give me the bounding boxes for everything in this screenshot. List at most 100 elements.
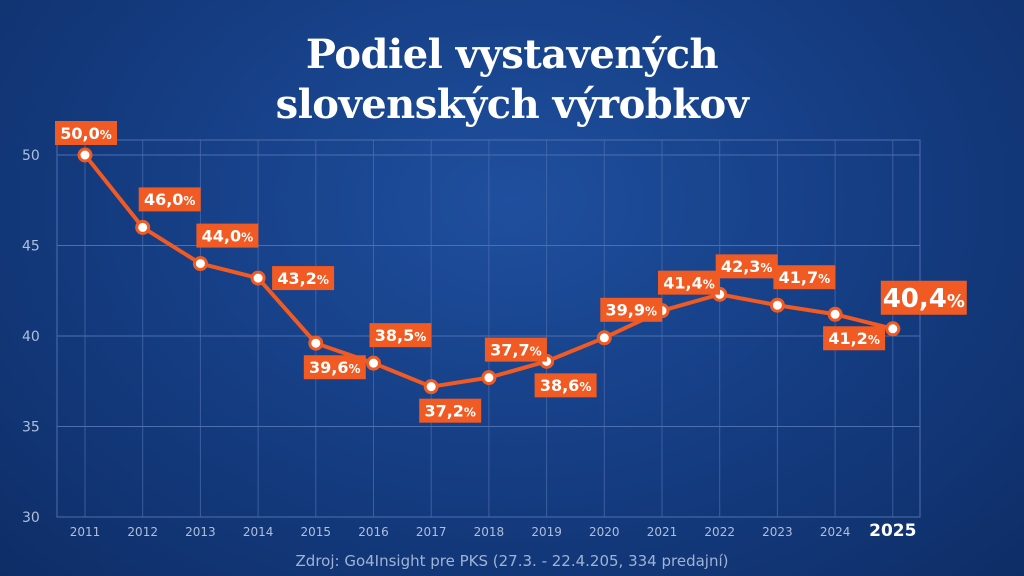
- data-label-text: 40,4%: [883, 284, 965, 314]
- data-label-bg: [534, 373, 597, 398]
- data-point: [135, 219, 151, 235]
- source-note: Zdroj: Go4Insight pre PKS (27.3. - 22.4.…: [295, 552, 729, 570]
- x-tick-label: 2021: [647, 525, 678, 539]
- data-label-unit: %: [183, 194, 195, 208]
- data-label-text: 42,3%: [721, 257, 773, 276]
- data-label: 44,0%: [196, 223, 259, 248]
- data-label-text: 43,2%: [277, 269, 329, 288]
- data-point: [423, 379, 439, 395]
- x-tick-label: 2022: [704, 525, 735, 539]
- data-label-unit: %: [760, 261, 772, 275]
- data-label: 41,2%: [823, 326, 886, 351]
- data-label-value: 46,0: [144, 190, 183, 209]
- data-label-unit: %: [414, 330, 426, 344]
- data-label: 37,2%: [419, 398, 482, 423]
- data-point: [250, 270, 266, 286]
- x-tick-label: 2019: [531, 525, 562, 539]
- label-layer: 50,0%46,0%44,0%43,2%39,6%38,5%37,2%37,7%…: [55, 121, 967, 423]
- data-label-value: 40,4: [883, 284, 947, 314]
- data-point: [192, 256, 208, 272]
- x-tick-label: 2016: [358, 525, 389, 539]
- y-tick-label: 30: [22, 510, 40, 526]
- data-label: 42,3%: [715, 254, 778, 279]
- x-tick-label: 2011: [70, 525, 101, 539]
- chart-title: Podiel vystavených slovenských výrobkov: [0, 30, 1024, 130]
- data-label-bg: [419, 398, 482, 423]
- data-label-unit: %: [947, 291, 965, 312]
- data-label-value: 39,9: [606, 301, 645, 320]
- data-label-bg: [880, 280, 967, 315]
- data-label-value: 44,0: [202, 226, 241, 245]
- data-label-value: 38,6: [540, 376, 579, 395]
- y-tick-label: 35: [22, 420, 40, 436]
- x-tick-label: 2014: [243, 525, 274, 539]
- data-label-text: 50,0%: [60, 124, 112, 143]
- x-tick-label: 2013: [185, 525, 216, 539]
- data-label-value: 43,2: [277, 269, 316, 288]
- data-label-text: 41,4%: [663, 273, 715, 292]
- data-point: [366, 355, 381, 371]
- data-point: [885, 321, 901, 337]
- data-point: [596, 330, 612, 346]
- x-tick-label: 2017: [416, 525, 447, 539]
- chart-title-line-2: slovenských výrobkov: [275, 81, 749, 128]
- data-label-value: 38,5: [375, 326, 414, 345]
- data-label-unit: %: [100, 128, 112, 142]
- data-label-unit: %: [703, 277, 715, 291]
- data-label-unit: %: [317, 273, 329, 287]
- x-tick-label: 2015: [301, 525, 332, 539]
- data-label-text: 39,6%: [309, 358, 361, 377]
- data-label-value: 50,0: [60, 124, 99, 143]
- data-label-value: 37,7: [490, 340, 529, 359]
- data-label-unit: %: [349, 362, 361, 376]
- chart-title-line-1: Podiel vystavených: [305, 31, 719, 78]
- data-label: 38,5%: [369, 323, 432, 348]
- y-tick-label: 40: [22, 329, 40, 345]
- data-label-bg: [773, 265, 836, 290]
- data-label-bg: [196, 223, 259, 248]
- data-label-bg: [715, 254, 778, 279]
- data-label-text: 39,9%: [606, 301, 658, 320]
- data-label-value: 41,2: [828, 329, 867, 348]
- data-point: [308, 335, 324, 351]
- data-label: 38,6%: [534, 373, 597, 398]
- data-label-text: 37,7%: [490, 340, 542, 359]
- data-label: 46,0%: [138, 187, 201, 212]
- data-label-bg: [823, 326, 886, 351]
- data-label: 39,9%: [600, 297, 663, 322]
- data-label-text: 38,5%: [375, 326, 427, 345]
- data-label-unit: %: [579, 380, 591, 394]
- data-label-unit: %: [241, 230, 253, 244]
- data-label-unit: %: [818, 272, 830, 286]
- data-label: 39,6%: [303, 355, 366, 380]
- x-tick-label: 2024: [820, 525, 851, 539]
- x-tick-label: 2025: [869, 521, 916, 541]
- data-label: 40,4%: [880, 280, 967, 315]
- data-label-unit: %: [645, 305, 657, 319]
- data-label-bg: [272, 266, 335, 291]
- data-label-text: 38,6%: [540, 376, 592, 395]
- data-label-bg: [484, 337, 547, 362]
- data-label-unit: %: [868, 333, 880, 347]
- y-tick-label: 50: [22, 148, 40, 164]
- data-label: 41,7%: [773, 265, 836, 290]
- data-label-value: 41,7: [779, 268, 818, 287]
- data-label-bg: [55, 121, 117, 145]
- x-tick-label: 2018: [474, 525, 505, 539]
- data-label-value: 42,3: [721, 257, 760, 276]
- x-tick-label: 2020: [589, 525, 620, 539]
- data-label: 37,7%: [484, 337, 547, 362]
- data-label-value: 37,2: [424, 401, 463, 420]
- data-label-bg: [138, 187, 201, 212]
- data-label-text: 37,2%: [424, 401, 476, 420]
- data-label-text: 46,0%: [144, 190, 196, 209]
- data-label-bg: [369, 323, 432, 348]
- x-tick-label: 2023: [762, 525, 793, 539]
- y-tick-label: 45: [22, 239, 40, 255]
- data-point: [827, 306, 843, 322]
- data-label-bg: [600, 297, 663, 322]
- data-point: [481, 370, 497, 386]
- data-label-unit: %: [530, 344, 542, 358]
- data-label-bg: [658, 270, 720, 295]
